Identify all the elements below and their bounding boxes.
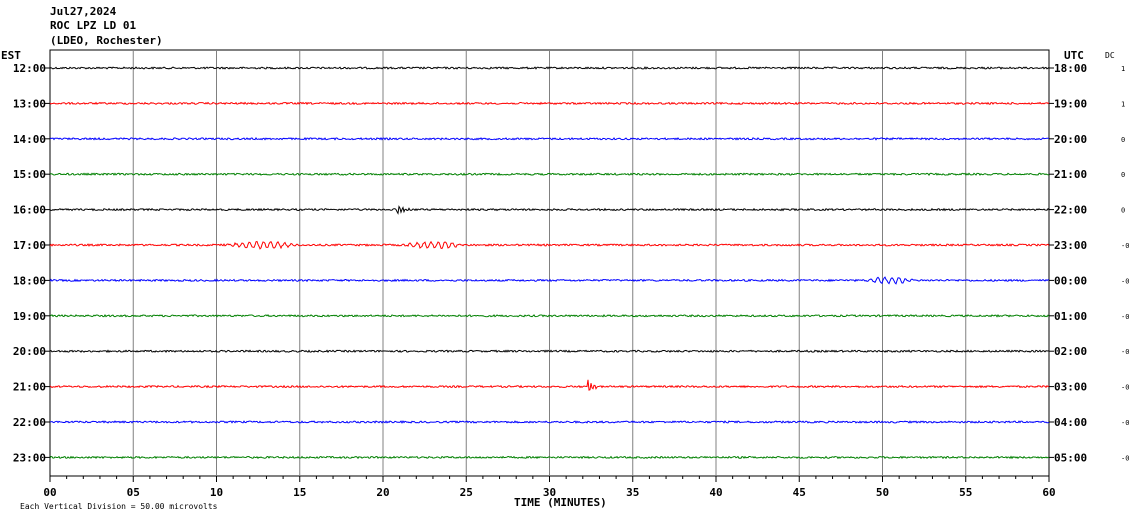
est-hour-label: 13:00 (13, 97, 46, 110)
trace-line (49, 455, 1050, 460)
est-hour-label: 18:00 (13, 274, 46, 287)
x-tick-label: 30 (543, 486, 556, 499)
trace-line (49, 101, 1050, 106)
utc-hour-label: 00:00 (1054, 274, 1087, 287)
x-tick-label: 35 (626, 486, 639, 499)
est-hour-label: 16:00 (13, 204, 46, 217)
x-tick-label: 05 (127, 486, 140, 499)
station-name: ROC LPZ LD 01 (50, 19, 137, 32)
utc-axis-label: UTC (1064, 49, 1084, 62)
est-hour-label: 22:00 (13, 416, 46, 429)
utc-hour-label: 02:00 (1054, 345, 1087, 358)
utc-hour-label: 01:00 (1054, 310, 1087, 323)
trace-line (49, 379, 1050, 391)
dc-value: -0 (1121, 384, 1129, 392)
est-hour-label: 21:00 (13, 381, 46, 394)
utc-hour-label: 23:00 (1054, 239, 1087, 252)
trace-line (49, 420, 1050, 424)
trace-line (49, 240, 1050, 250)
trace-line (49, 276, 1050, 285)
trace-line (49, 66, 1050, 70)
utc-hour-label: 18:00 (1054, 62, 1087, 75)
utc-hour-label: 19:00 (1054, 97, 1087, 110)
x-tick-label: 00 (43, 486, 56, 499)
x-tick-label: 10 (210, 486, 223, 499)
network-name: (LDEO, Rochester) (50, 34, 163, 47)
trace-line (49, 137, 1050, 141)
est-hour-label: 20:00 (13, 345, 46, 358)
dc-label: DC (1105, 51, 1115, 60)
x-tick-label: 60 (1042, 486, 1055, 499)
x-tick-label: 40 (709, 486, 722, 499)
utc-hour-label: 03:00 (1054, 381, 1087, 394)
dc-value: -0 (1121, 242, 1129, 250)
dc-value: -0 (1121, 454, 1129, 462)
dc-value: -0 (1121, 419, 1129, 427)
dc-value: 0 (1121, 171, 1125, 179)
x-tick-label: 25 (460, 486, 473, 499)
dc-value: 0 (1121, 207, 1125, 215)
x-tick-label: 50 (876, 486, 889, 499)
chart-date: Jul27,2024 (50, 5, 117, 18)
dc-value: 1 (1121, 65, 1125, 73)
utc-hour-label: 04:00 (1054, 416, 1087, 429)
dc-value: -0 (1121, 277, 1129, 285)
dc-value: -0 (1121, 313, 1129, 321)
dc-value: -0 (1121, 348, 1129, 356)
x-tick-label: 15 (293, 486, 306, 499)
dc-value: 1 (1121, 100, 1125, 108)
est-hour-label: 15:00 (13, 168, 46, 181)
dc-value: 0 (1121, 136, 1125, 144)
est-hour-label: 14:00 (13, 133, 46, 146)
trace-line (49, 172, 1050, 176)
x-tick-label: 20 (376, 486, 389, 499)
est-hour-label: 17:00 (13, 239, 46, 252)
trace-line (49, 313, 1050, 318)
x-axis-label: TIME (MINUTES) (514, 496, 607, 509)
utc-hour-label: 05:00 (1054, 451, 1087, 464)
vertical-division-note: Each Vertical Division = 50.00 microvolt… (20, 502, 218, 511)
est-hour-label: 23:00 (13, 451, 46, 464)
est-hour-label: 19:00 (13, 310, 46, 323)
utc-hour-label: 20:00 (1054, 133, 1087, 146)
utc-hour-label: 22:00 (1054, 204, 1087, 217)
est-hour-label: 12:00 (13, 62, 46, 75)
x-tick-label: 45 (793, 486, 806, 499)
utc-hour-label: 21:00 (1054, 168, 1087, 181)
x-tick-label: 55 (959, 486, 972, 499)
trace-line (49, 349, 1050, 353)
est-axis-label: EST (1, 49, 21, 62)
trace-line (49, 205, 1050, 215)
